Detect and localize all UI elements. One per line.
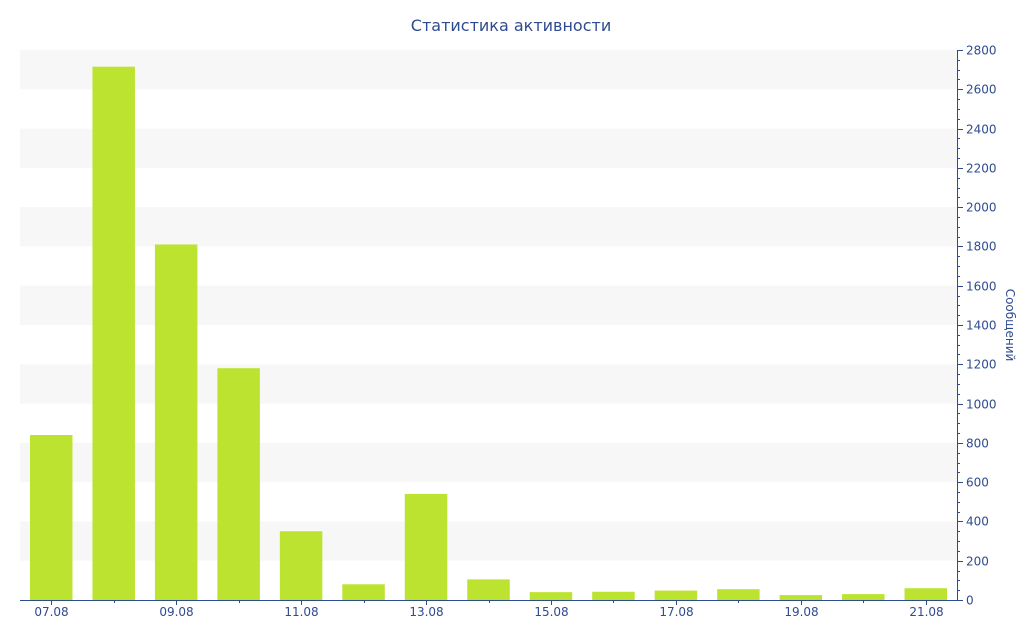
bar-15.08 — [529, 592, 573, 600]
bar-18.08 — [717, 589, 760, 600]
y-tick-label: 600 — [966, 476, 989, 490]
bars — [29, 66, 948, 601]
x-tick-label: 07.08 — [34, 605, 68, 619]
x-tick-label: 15.08 — [534, 605, 568, 619]
bar-09.08 — [154, 244, 198, 600]
bar-16.08 — [592, 591, 635, 600]
x-tick-label: 17.08 — [659, 605, 693, 619]
grid-band — [20, 50, 957, 90]
y-tick-label: 1000 — [966, 398, 997, 412]
bar-19.08 — [779, 595, 823, 600]
x-tick-label: 09.08 — [159, 605, 193, 619]
x-tick-label: 19.08 — [784, 605, 818, 619]
bar-14.08 — [467, 579, 510, 600]
y-tick-label: 0 — [966, 594, 974, 608]
bar-10.08 — [217, 368, 260, 600]
bar-12.08 — [342, 584, 385, 600]
bar-11.08 — [279, 531, 323, 600]
x-tick-label: 13.08 — [409, 605, 443, 619]
x-tick-label: 11.08 — [284, 605, 318, 619]
y-axis-label: Сообщений — [1003, 289, 1017, 362]
y-tick-label: 200 — [966, 555, 989, 569]
grid-bands — [20, 50, 957, 561]
bar-17.08 — [654, 590, 698, 600]
x-tick-label: 21.08 — [909, 605, 943, 619]
x-axis-ticks: 07.08 09.08 11.08 13.08 15.08 17.08 19.08 21.08 — [34, 600, 944, 619]
y-axis-ticks: 0 200 400 600 800 1000 1200 1400 1600 1800 2000 220… — [957, 44, 997, 608]
bar-13.08 — [404, 493, 448, 600]
bar-21.08 — [904, 588, 948, 600]
grid-band — [20, 128, 957, 168]
y-tick-label: 800 — [966, 437, 989, 451]
y-tick-label: 1400 — [966, 319, 997, 333]
y-tick-label: 2800 — [966, 44, 997, 58]
grid-band — [20, 207, 957, 247]
bar-08.08 — [92, 66, 135, 601]
y-tick-label: 1600 — [966, 280, 997, 294]
y-tick-label: 2000 — [966, 201, 997, 215]
chart-title: Статистика активности — [411, 16, 611, 35]
y-tick-label: 1200 — [966, 358, 997, 372]
y-tick-label: 2400 — [966, 123, 997, 137]
y-tick-label: 2200 — [966, 162, 997, 176]
y-tick-label: 1800 — [966, 240, 997, 254]
y-tick-label: 2600 — [966, 83, 997, 97]
y-tick-label: 400 — [966, 515, 989, 529]
bar-07.08 — [29, 435, 73, 600]
bar-20.08 — [842, 594, 885, 600]
